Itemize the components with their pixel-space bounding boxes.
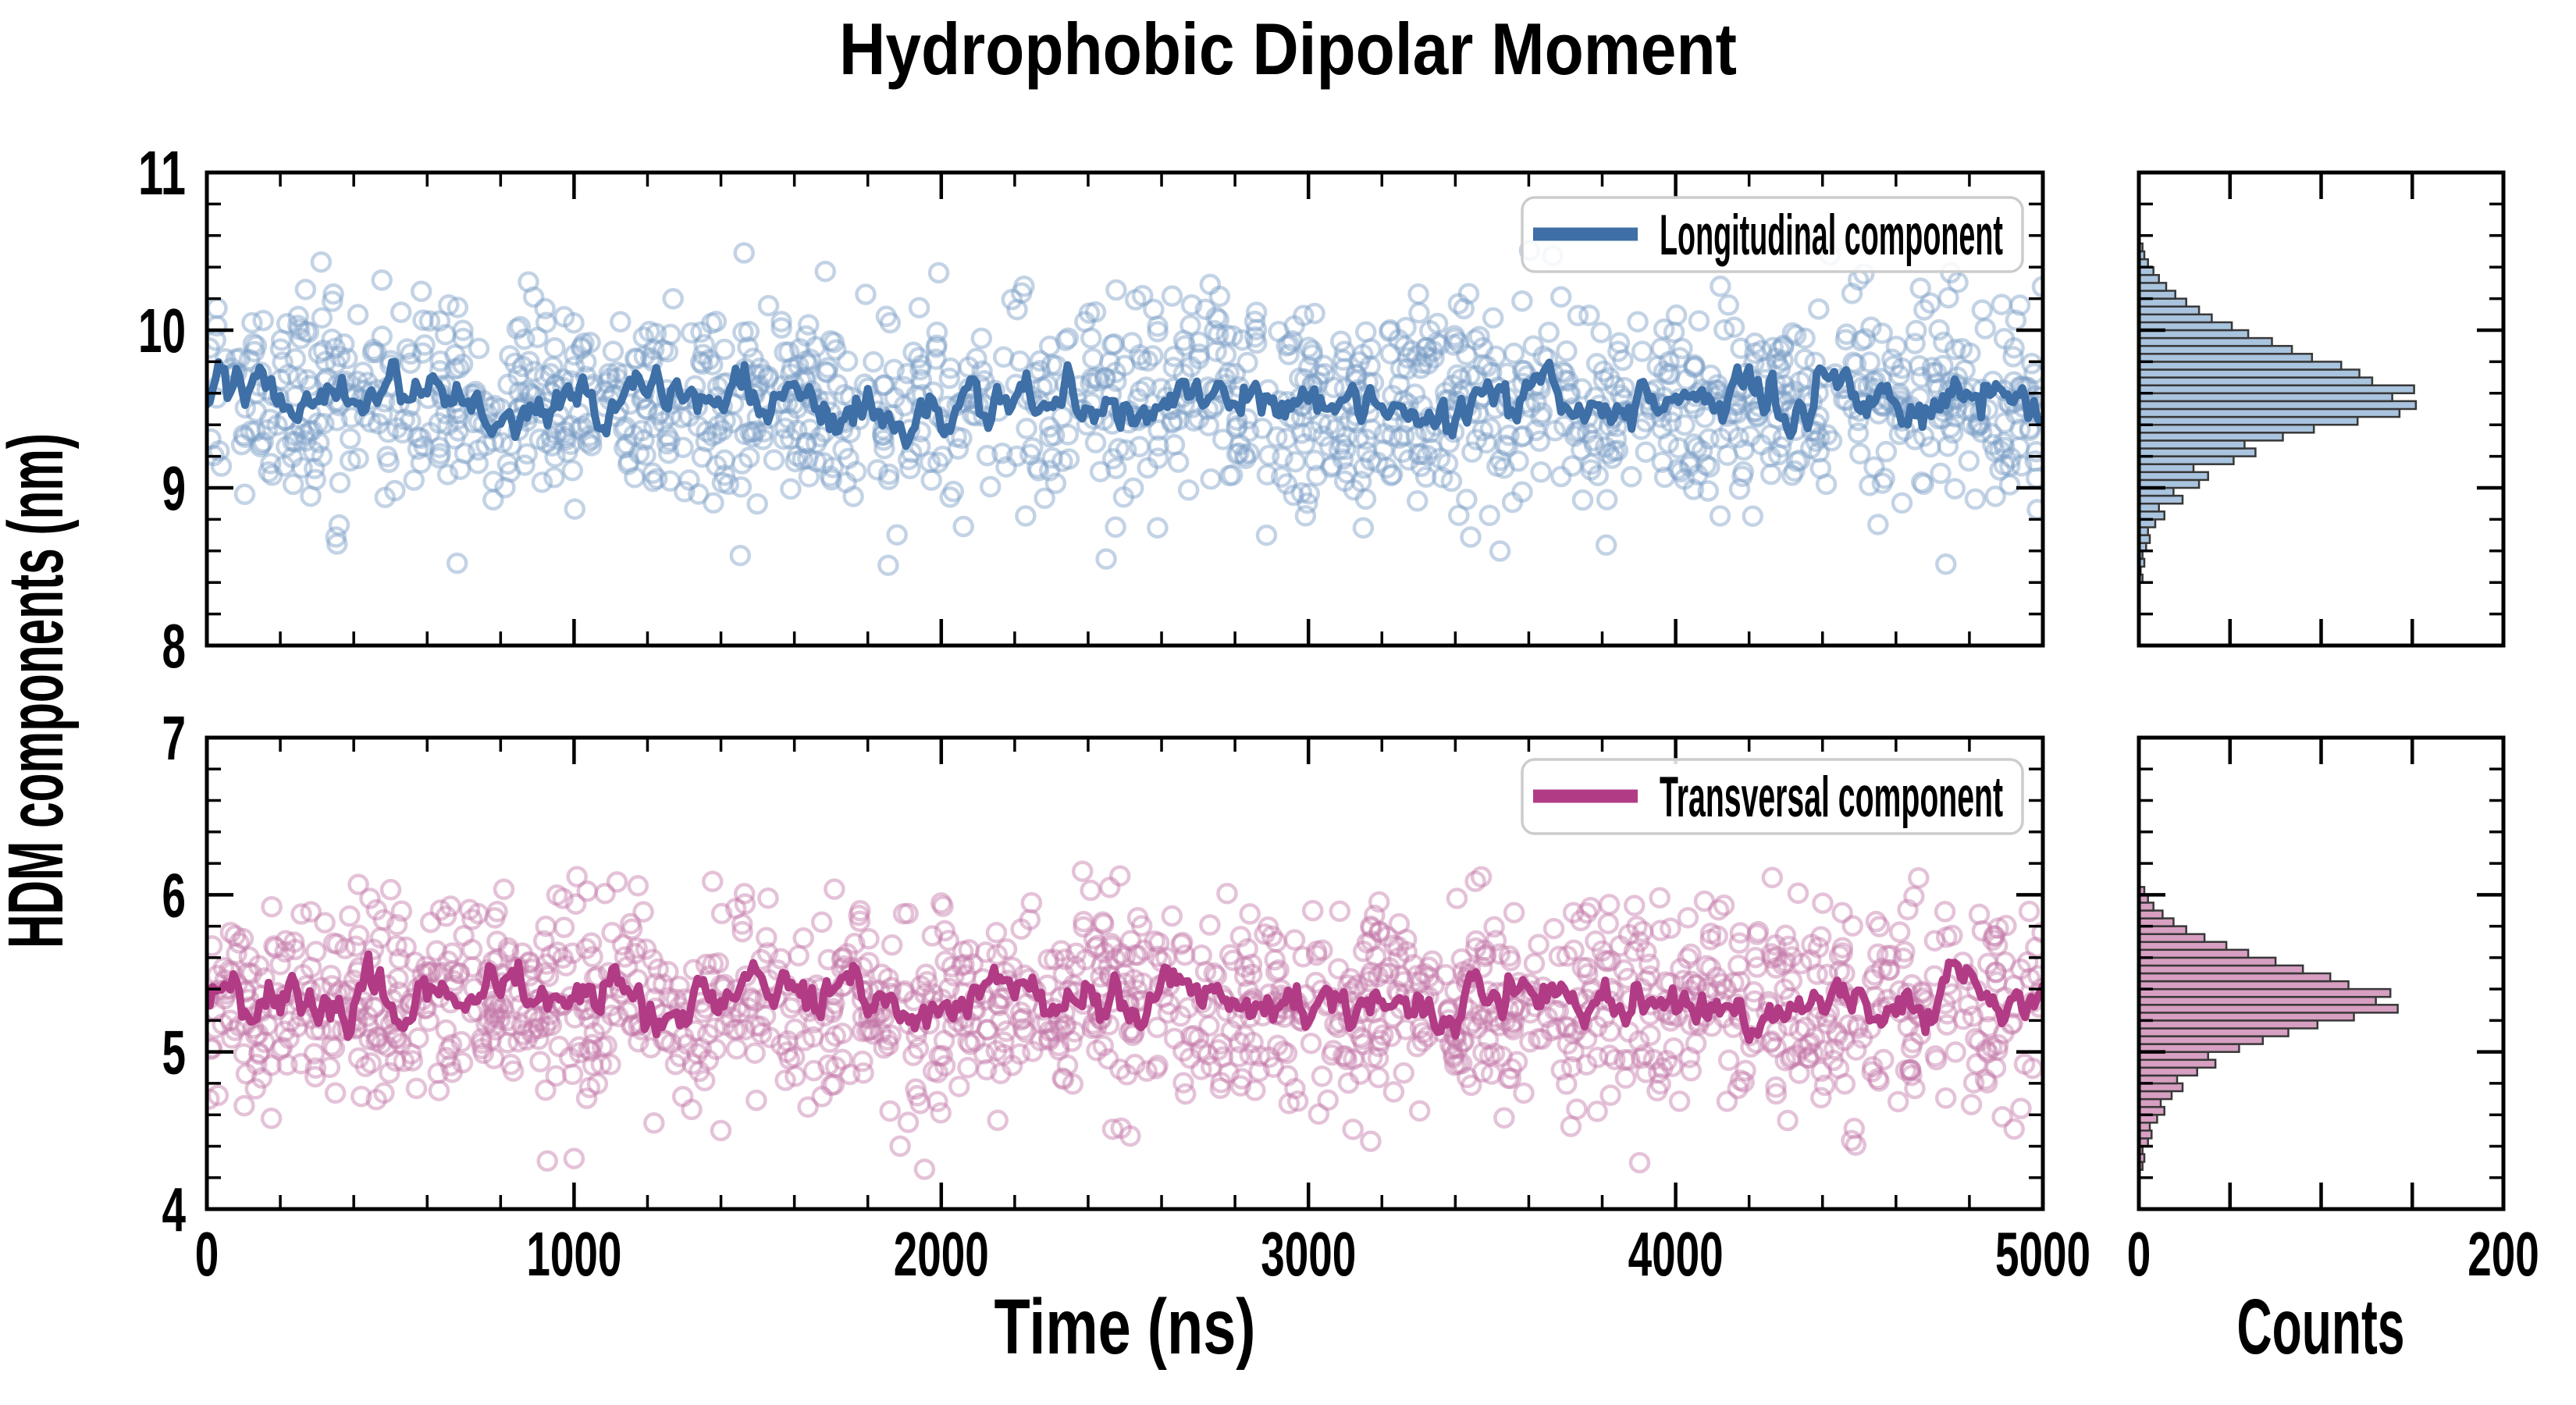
counts-axis-label-text: Counts [2237,1283,2405,1371]
top-timeseries-panel-frame [205,170,2045,648]
time-tick-label: 1000 [526,1219,621,1289]
svg-text:200: 200 [2467,1219,2539,1289]
legend-label-longitudinal: Longitudinal component [1660,204,2003,267]
svg-text:6: 6 [162,860,187,930]
time-axis-label: Time (ns) [994,1283,1256,1371]
svg-text:2000: 2000 [894,1219,989,1289]
svg-text:4000: 4000 [1628,1219,1724,1289]
axis-ticks [205,170,2503,1211]
legend-box [1521,196,2024,273]
y-tick-label-bottom-panel: 7 [162,703,187,773]
legend-longitudinal: Longitudinal component [1521,196,2024,273]
svg-text:0: 0 [195,1219,219,1289]
svg-text:7: 7 [162,703,187,773]
longitudinal-average-line [207,357,2043,450]
svg-text:4: 4 [162,1175,187,1244]
legend-transversal: Transversal component [1521,758,2024,835]
counts-tick-label: 200 [2467,1219,2539,1289]
y-tick-label-bottom-panel: 5 [162,1018,187,1087]
svg-text:10: 10 [138,296,186,365]
time-tick-label: 0 [195,1219,219,1289]
figure-title: Hydrophobic Dipolar Moment [839,8,1737,90]
y-tick-label-bottom-panel: 6 [162,860,187,930]
svg-text:5: 5 [162,1018,187,1087]
bottom-timeseries-panel-frame [205,735,2045,1211]
legend-label-transversal: Transversal component [1660,766,2003,829]
time-tick-label: 4000 [1628,1219,1724,1289]
y-tick-label-bottom-panel: 4 [162,1175,187,1244]
y-tick-label-top-panel: 11 [138,138,186,208]
svg-text:9: 9 [162,454,187,523]
svg-text:5000: 5000 [1995,1219,2090,1289]
y-axis-label: HDM components (nm) [0,433,80,948]
svg-text:11: 11 [138,138,186,208]
counts-axis-label: Counts [2237,1283,2405,1371]
svg-text:8: 8 [162,611,187,681]
figure-title-text: Hydrophobic Dipolar Moment [839,8,1737,90]
longitudinal-histogram-bars [2139,242,2418,584]
svg-text:0: 0 [2127,1219,2151,1289]
legend-box [1521,758,2024,835]
transversal-scatter-points [207,860,2043,1180]
svg-text:1000: 1000 [526,1219,621,1289]
axis-tick-labels: 8 9 10 11 4 5 6 7 0 1000 2000 3000 4000 5000 0 200 [138,138,2539,1289]
time-tick-label: 5000 [1995,1219,2090,1289]
longitudinal-scatter-points [207,239,2043,576]
y-axis-label-text: HDM components (nm) [0,433,80,948]
transversal-histogram-bars [2139,886,2399,1171]
y-tick-label-top-panel: 9 [162,454,187,523]
time-tick-label: 2000 [894,1219,989,1289]
y-tick-label-top-panel: 8 [162,611,187,681]
svg-text:3000: 3000 [1261,1219,1356,1289]
counts-tick-label: 0 [2127,1219,2151,1289]
transversal-average-line [207,950,2043,1044]
time-axis-label-text: Time (ns) [994,1283,1256,1371]
time-tick-label: 3000 [1261,1219,1356,1289]
y-tick-label-top-panel: 10 [138,296,186,365]
